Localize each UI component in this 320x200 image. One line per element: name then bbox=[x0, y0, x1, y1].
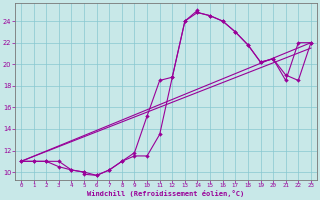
X-axis label: Windchill (Refroidissement éolien,°C): Windchill (Refroidissement éolien,°C) bbox=[87, 190, 244, 197]
